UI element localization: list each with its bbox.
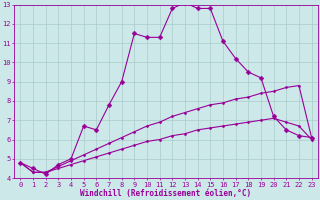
X-axis label: Windchill (Refroidissement éolien,°C): Windchill (Refroidissement éolien,°C): [80, 189, 252, 198]
